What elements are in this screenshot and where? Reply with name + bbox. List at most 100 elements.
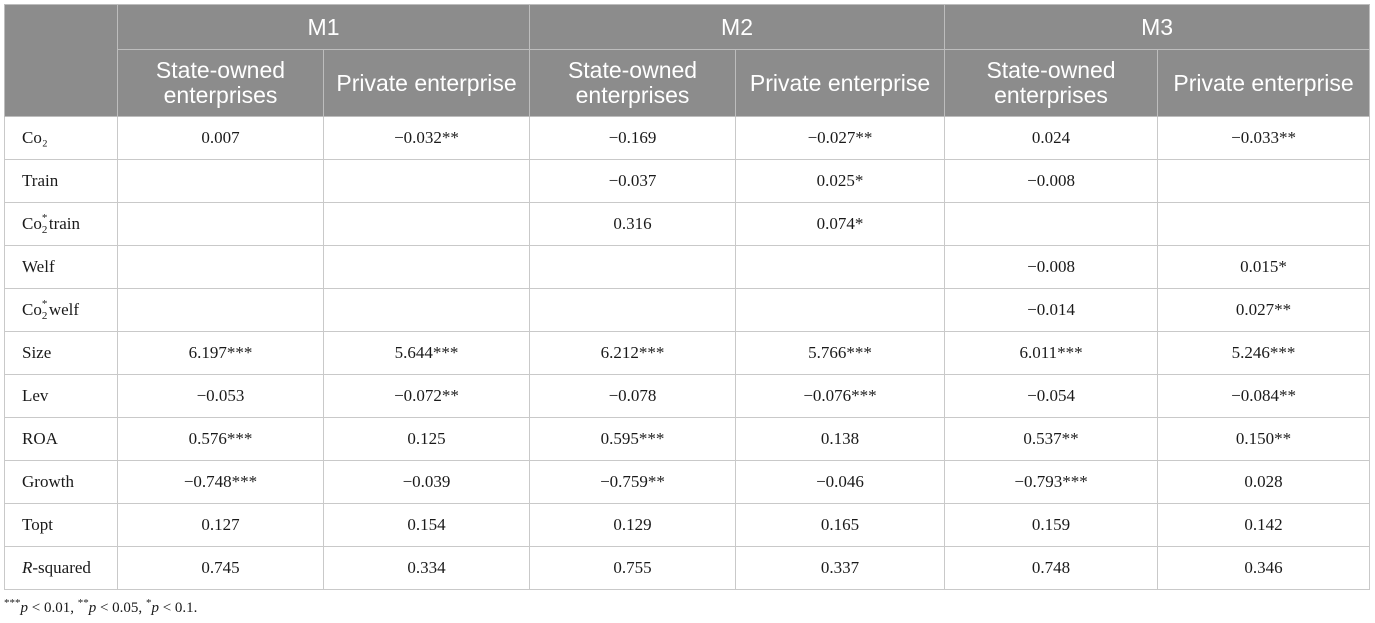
table-cell: 6.197*** — [117, 331, 324, 375]
table-cell: 0.007 — [117, 116, 324, 160]
subheader-m3-private: Private enterprise — [1157, 49, 1371, 117]
table-cell — [735, 288, 946, 332]
table-cell: 0.028 — [1157, 460, 1371, 504]
table-cell — [117, 245, 324, 289]
table-row-r-squared: R-squared 0.745 0.334 0.755 0.337 0.748 … — [4, 546, 1371, 590]
table-cell — [322, 202, 531, 246]
table-cell: 0.334 — [322, 546, 531, 590]
table-cell — [1157, 159, 1371, 203]
table-cell: 0.346 — [1157, 546, 1371, 590]
table-cell: 0.755 — [529, 546, 737, 590]
table-cell: 0.576*** — [117, 417, 324, 461]
row-label: Co * 2 welf — [4, 288, 118, 332]
row-label: Growth — [4, 460, 118, 504]
table-cell: −0.053 — [117, 374, 324, 418]
footnote-p-3: p — [151, 600, 159, 616]
footnote-p-1: p — [20, 600, 29, 616]
table-cell: 5.644*** — [322, 331, 531, 375]
table-row-co2-train: Co * 2 train 0.316 0.074* — [4, 202, 1371, 246]
row-label-sup: * — [41, 298, 48, 311]
footnote-stars-2: ** — [77, 597, 89, 609]
row-label-sup: * — [41, 212, 48, 225]
subheader-m2-private: Private enterprise — [735, 49, 946, 117]
table-cell: −0.169 — [529, 116, 737, 160]
footnote-text-1: < 0.01, — [28, 600, 78, 616]
row-label: ROA — [4, 417, 118, 461]
subheader-m2-state-owned: State-owned enterprises — [529, 49, 737, 117]
row-label: Topt — [4, 503, 118, 547]
table-cell: −0.014 — [944, 288, 1159, 332]
table-cell: −0.084** — [1157, 374, 1371, 418]
table-cell — [322, 245, 531, 289]
table-cell: 0.316 — [529, 202, 737, 246]
table-cell: 0.159 — [944, 503, 1159, 547]
table-cell: 0.015* — [1157, 245, 1371, 289]
row-label: Co * 2 train — [4, 202, 118, 246]
table-cell: 0.142 — [1157, 503, 1371, 547]
table-row-roa: ROA 0.576*** 0.125 0.595*** 0.138 0.537*… — [4, 417, 1371, 461]
table-row-growth: Growth −0.748*** −0.039 −0.759** −0.046 … — [4, 460, 1371, 504]
row-label-rest: train — [48, 214, 80, 233]
row-label-scripts: * 2 — [42, 213, 49, 236]
table-cell: 5.766*** — [735, 331, 946, 375]
footnote-p-2: p — [88, 600, 97, 616]
row-label: Lev — [4, 374, 118, 418]
table-header: M1 M2 M3 State-owned enterprises Private… — [4, 4, 1371, 117]
footnote-stars-3: * — [145, 597, 152, 609]
row-label-base: Co — [22, 214, 42, 233]
table-cell: 0.025* — [735, 159, 946, 203]
table-cell — [944, 202, 1159, 246]
table-cell: −0.072** — [322, 374, 531, 418]
subheader-m1-private: Private enterprise — [322, 49, 531, 117]
table-cell: −0.076*** — [735, 374, 946, 418]
table-cell — [117, 202, 324, 246]
row-label-rest: welf — [48, 300, 80, 319]
table-cell: −0.033** — [1157, 116, 1371, 160]
table-cell: 5.246*** — [1157, 331, 1371, 375]
row-label: Co₂ — [4, 116, 118, 160]
table-cell — [117, 288, 324, 332]
table-cell: 6.011*** — [944, 331, 1159, 375]
table-cell: −0.046 — [735, 460, 946, 504]
row-label: Welf — [4, 245, 118, 289]
row-label-italic: R — [22, 558, 33, 577]
table-cell: 0.129 — [529, 503, 737, 547]
table-row-welf: Welf −0.008 0.015* — [4, 245, 1371, 289]
table-row-co2: Co₂ 0.007 −0.032** −0.169 −0.027** 0.024… — [4, 116, 1371, 160]
row-label-sub: 2 — [41, 310, 48, 323]
table-cell: −0.759** — [529, 460, 737, 504]
model-header-m3: M3 — [944, 4, 1371, 50]
table-cell: −0.037 — [529, 159, 737, 203]
significance-footnote: ***p < 0.01, **p < 0.05, *p < 0.1. — [4, 597, 197, 617]
table-cell — [735, 245, 946, 289]
row-label: R-squared — [4, 546, 118, 590]
table-cell: −0.748*** — [117, 460, 324, 504]
table-cell — [322, 288, 531, 332]
table-cell: 0.125 — [322, 417, 531, 461]
table-cell: −0.054 — [944, 374, 1159, 418]
table-row-lev: Lev −0.053 −0.072** −0.078 −0.076*** −0.… — [4, 374, 1371, 418]
table-cell: −0.008 — [944, 245, 1159, 289]
row-label: Size — [4, 331, 118, 375]
table-cell: 0.154 — [322, 503, 531, 547]
table-cell: 0.337 — [735, 546, 946, 590]
subheader-m3-state-owned: State-owned enterprises — [944, 49, 1159, 117]
table-cell: 0.537** — [944, 417, 1159, 461]
corner-cell — [4, 4, 118, 117]
table-body: Co₂ 0.007 −0.032** −0.169 −0.027** 0.024… — [4, 116, 1371, 590]
table-cell: 6.212*** — [529, 331, 737, 375]
table-cell — [117, 159, 324, 203]
subheader-m1-state-owned: State-owned enterprises — [117, 49, 324, 117]
table-cell: 0.745 — [117, 546, 324, 590]
table-cell — [1157, 202, 1371, 246]
footnote-stars-1: *** — [4, 597, 21, 609]
regression-table: M1 M2 M3 State-owned enterprises Private… — [4, 4, 1371, 590]
table-cell: −0.793*** — [944, 460, 1159, 504]
table-cell — [322, 159, 531, 203]
table-cell: −0.032** — [322, 116, 531, 160]
row-label: Train — [4, 159, 118, 203]
table-cell: 0.138 — [735, 417, 946, 461]
table-cell: −0.027** — [735, 116, 946, 160]
table-row-train: Train −0.037 0.025* −0.008 — [4, 159, 1371, 203]
table-cell: −0.078 — [529, 374, 737, 418]
